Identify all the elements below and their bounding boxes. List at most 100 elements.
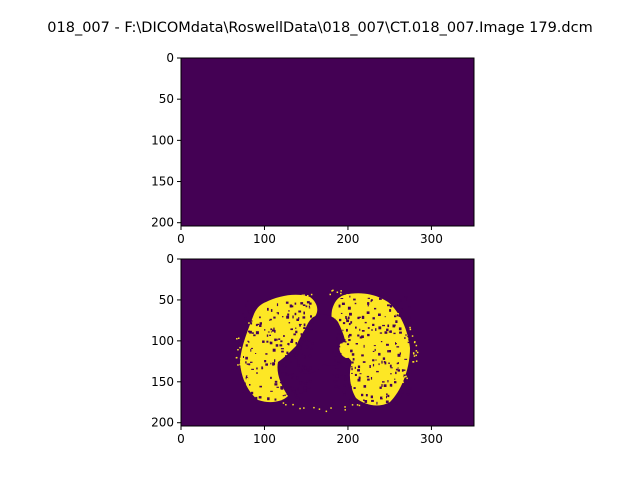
mask-speck (406, 377, 408, 380)
mask-speck (389, 309, 392, 312)
mask-speck (343, 384, 346, 387)
mask-speck (351, 404, 354, 406)
mask-speck (255, 324, 258, 327)
mask-speck (348, 333, 352, 337)
mask-speck (393, 332, 396, 335)
mask-speck (282, 395, 285, 397)
mask-speck (344, 378, 347, 381)
mask-speck (407, 336, 410, 338)
mask-speck (280, 348, 284, 350)
mask-speck (405, 375, 407, 378)
mask-speck (269, 319, 271, 321)
mask-speck (256, 367, 258, 370)
mask-speck (395, 368, 398, 371)
mask-speck (351, 372, 353, 374)
mask-speck (243, 382, 246, 385)
mask-speck (361, 315, 365, 319)
mask-speck (307, 339, 311, 342)
mask-speck (356, 404, 359, 406)
mask-speck (340, 298, 344, 299)
mask-speck (242, 392, 244, 394)
mask-speck (392, 310, 394, 312)
mask-speck (303, 339, 306, 342)
mask-speck (332, 351, 334, 354)
mask-speck (270, 309, 273, 312)
mask-speck (402, 381, 404, 383)
mask-speck (295, 356, 297, 359)
mask-speck (299, 324, 301, 327)
mask-speck (400, 299, 402, 302)
mask-speck (387, 380, 389, 383)
mask-speck (351, 361, 354, 364)
mask-speck (346, 328, 348, 332)
mask-speck (265, 363, 268, 366)
mask-speck (248, 341, 250, 343)
mask-speck (269, 334, 271, 336)
mask-speck (293, 388, 296, 392)
mask-speck (348, 339, 351, 342)
mask-speck (357, 365, 361, 369)
mask-speck (408, 339, 411, 341)
mask-speck (304, 382, 307, 385)
mask-speck (266, 334, 269, 337)
mask-speck (408, 306, 411, 309)
mask-speck (248, 376, 250, 378)
mask-speck (346, 343, 350, 346)
mask-speck (415, 360, 418, 362)
mask-speck (415, 344, 418, 347)
mask-speck (297, 387, 299, 391)
mask-speck (296, 376, 299, 380)
x-tick-label: 300 (420, 232, 443, 246)
mask-speck (243, 356, 244, 358)
mask-speck (259, 385, 262, 388)
mask-speck (358, 376, 361, 380)
mask-speck (375, 397, 378, 399)
mask-speck (264, 329, 266, 331)
mask-speck (387, 394, 390, 398)
mask-speck (348, 384, 352, 388)
mask-speck (255, 396, 258, 400)
mask-speck (351, 366, 353, 368)
mask-speck (405, 334, 407, 337)
mask-speck (398, 327, 402, 331)
mask-speck (248, 330, 251, 333)
mask-speck (376, 370, 379, 373)
mask-speck (289, 386, 292, 388)
mask-speck (250, 361, 253, 363)
mask-speck (401, 392, 404, 394)
mask-speck (344, 341, 347, 343)
y-tick-label: 50 (159, 92, 174, 106)
mask-speck (332, 289, 334, 292)
mask-speck (281, 350, 284, 353)
mask-speck (361, 354, 364, 357)
mask-speck (402, 369, 406, 371)
mask-speck (295, 327, 297, 329)
mask-speck (300, 370, 304, 372)
mask-speck (344, 409, 346, 411)
mask-speck (363, 385, 367, 388)
mask-speck (374, 348, 376, 352)
mask-speck (386, 343, 389, 346)
mask-speck (303, 311, 305, 315)
mask-speck (318, 408, 321, 410)
mask-speck (358, 404, 361, 407)
mask-speck (332, 400, 335, 403)
mask-speck (408, 386, 410, 390)
mask-speck (409, 326, 411, 329)
mask-speck (394, 386, 396, 388)
mask-speck (288, 322, 291, 324)
mask-speck (259, 324, 262, 327)
mask-speck (343, 356, 345, 359)
mask-speck (270, 362, 272, 365)
mask-speck (345, 316, 347, 319)
mask-speck (246, 378, 248, 380)
mask-speck (288, 374, 292, 376)
lung-mask (235, 289, 419, 413)
mask-speck (293, 348, 297, 351)
mask-speck (256, 303, 258, 306)
mask-speck (282, 402, 285, 404)
mask-speck (359, 328, 361, 331)
mask-speck (361, 393, 364, 397)
mask-speck (335, 367, 339, 369)
x-tick-label: 300 (420, 432, 443, 446)
